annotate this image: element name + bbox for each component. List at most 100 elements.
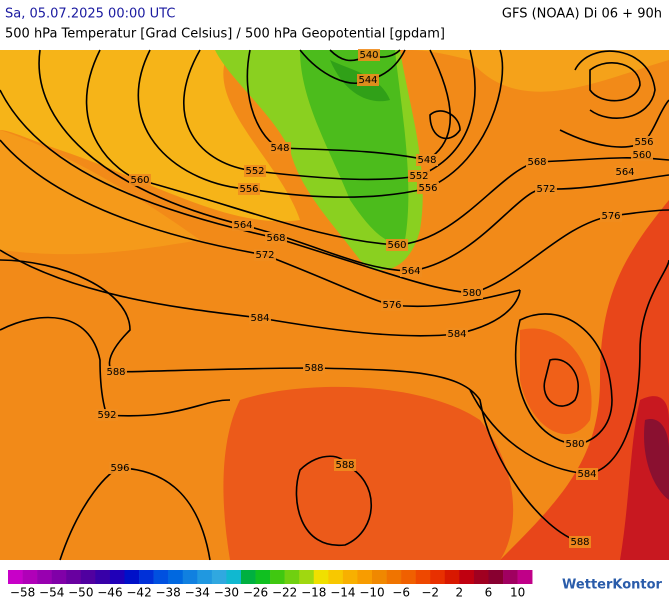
colorbar-label: 10 [510, 586, 525, 600]
label-bg [105, 366, 127, 378]
contour-label: 588 [335, 460, 354, 471]
colorbar-cell [8, 570, 23, 584]
label-bg [232, 219, 254, 231]
contour-label: 584 [577, 469, 596, 480]
label-bg [600, 210, 622, 222]
colorbar-label: −42 [126, 586, 151, 600]
colorbar-cell [415, 570, 431, 584]
contour-label: 540 [359, 50, 378, 61]
colorbar-cell [124, 570, 140, 584]
colorbar-cell [182, 570, 198, 584]
label-bg [633, 136, 655, 148]
map [0, 49, 669, 561]
colorbar-cell [51, 570, 67, 584]
colorbar-cell [109, 570, 125, 584]
contour-label: 560 [387, 240, 406, 251]
contour-label: 584 [447, 329, 466, 340]
label-bg [614, 166, 636, 178]
colorbar-cell [168, 570, 184, 584]
colorbar-label: −26 [243, 586, 268, 600]
colorbar-cell [197, 570, 213, 584]
contour-label: 548 [270, 143, 289, 154]
contour-label: 584 [250, 313, 269, 324]
colorbar-label: −38 [155, 586, 180, 600]
colorbar-cell [357, 570, 373, 584]
label-bg [129, 174, 151, 186]
model: GFS (NOAA) Di 06 + 90h [502, 7, 662, 22]
colorbar-cell [459, 570, 475, 584]
label-bg [244, 165, 266, 177]
colorbar-label: −34 [185, 586, 210, 600]
colorbar-cell [473, 570, 489, 584]
contour-label: 580 [565, 439, 584, 450]
contour-label: 596 [110, 463, 129, 474]
colorbar-label: −10 [359, 586, 384, 600]
colorbar-cell [299, 570, 315, 584]
contour-label: 556 [418, 183, 437, 194]
colorbar-label: −22 [272, 586, 297, 600]
colorbar-cell [211, 570, 227, 584]
contour-label: 560 [130, 175, 149, 186]
contour-label: 568 [266, 233, 285, 244]
colorbar-label: −46 [97, 586, 122, 600]
label-bg [446, 328, 468, 340]
colorbar-cell [226, 570, 242, 584]
label-bg [265, 232, 287, 244]
colorbar-cell [503, 570, 518, 584]
colorbar-cell [444, 570, 460, 584]
label-bg [381, 299, 403, 311]
label-bg [631, 149, 653, 161]
colorbar-cell [270, 570, 285, 584]
subtitle: 500 hPa Temperatur [Grad Celsius] / 500 … [5, 27, 445, 42]
colorbar-cell [66, 570, 82, 584]
colorbar-label: −50 [68, 586, 93, 600]
label-bg [569, 536, 591, 548]
label-bg [416, 154, 438, 166]
contour-label: 580 [462, 288, 481, 299]
colorbar-cell [313, 570, 329, 584]
contour-label: 588 [570, 537, 589, 548]
colorbar-cell [22, 570, 38, 584]
label-bg [357, 74, 379, 86]
colorbar-cell [153, 570, 169, 584]
contour-label: 572 [255, 250, 274, 261]
colorbar-cell [255, 570, 271, 584]
label-bg [358, 49, 380, 61]
colorbar-label: −2 [421, 586, 439, 600]
colorbar-cell [37, 570, 52, 584]
label-bg [96, 409, 118, 421]
contour-label: 544 [358, 75, 377, 86]
colorbar-label: −30 [214, 586, 239, 600]
colorbar-label: −58 [10, 586, 35, 600]
contour-label: 564 [233, 220, 252, 231]
contour-label: 552 [409, 171, 428, 182]
date: Sa, 05.07.2025 00:00 UTC [5, 7, 175, 22]
colorbar-cell [342, 570, 358, 584]
colorbar-cell [284, 570, 300, 584]
label-bg [249, 312, 271, 324]
colorbar-label: −18 [301, 586, 326, 600]
label-bg [254, 249, 276, 261]
contour-label: 588 [304, 363, 323, 374]
contour-label: 576 [601, 211, 620, 222]
colorbar-cell [386, 570, 402, 584]
label-bg [303, 362, 325, 374]
colorbar-label: −14 [330, 586, 355, 600]
contour-label: 592 [97, 410, 116, 421]
label-bg [526, 156, 548, 168]
contour-label: 548 [417, 155, 436, 166]
label-bg [386, 239, 408, 251]
colorbar-cell [430, 570, 446, 584]
label-bg [334, 459, 356, 471]
colorbar-label: −54 [39, 586, 64, 600]
colorbar-cell [95, 570, 111, 584]
colorbar-cell [80, 570, 96, 584]
colorbar-cell [328, 570, 344, 584]
contour-label: 568 [527, 157, 546, 168]
colorbar-cell [240, 570, 256, 584]
colorbar-cell [401, 570, 416, 584]
label-bg [417, 182, 439, 194]
contour-label: 556 [239, 184, 258, 195]
